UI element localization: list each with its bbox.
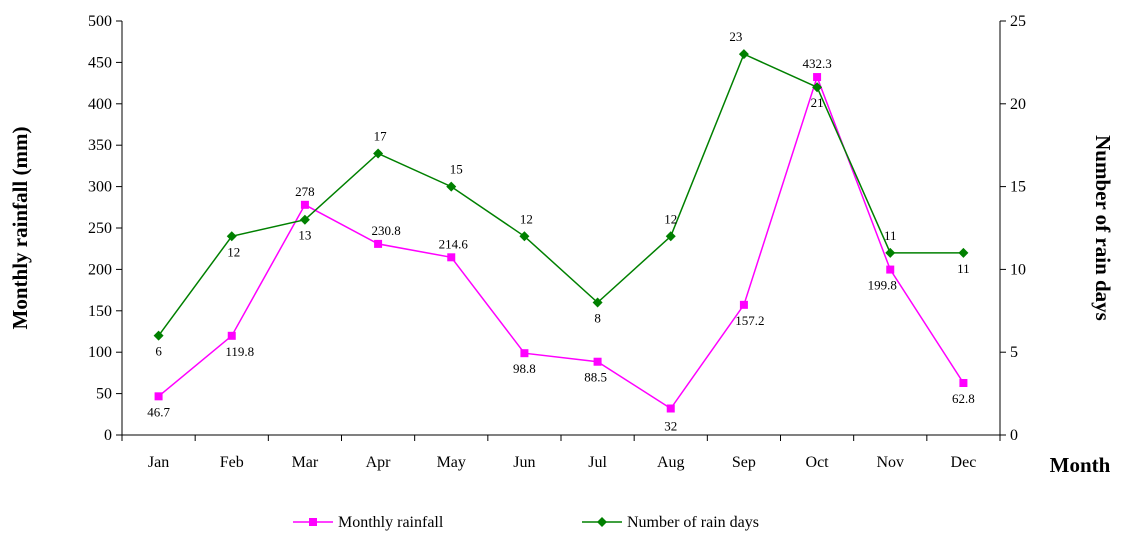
- y2-axis-title: Number of rain days: [1091, 135, 1115, 321]
- x-axis-title: Month: [1050, 453, 1111, 477]
- rainfall-data-label: 157.2: [735, 313, 764, 328]
- rainfall-point: [300, 200, 309, 209]
- rain-days-point: [885, 247, 896, 258]
- series-line-rainfall: [158, 74, 965, 410]
- rain-days-point: [446, 181, 457, 192]
- x-tick-label: Sep: [732, 454, 756, 471]
- y-tick-label: 200: [88, 261, 112, 278]
- y2-tick-label: 25: [1010, 13, 1026, 30]
- rainfall-data-label: 62.8: [952, 391, 975, 406]
- rain-days-data-label: 23: [729, 29, 742, 44]
- x-tick-label: May: [437, 454, 466, 471]
- series-line-rain-days: [157, 53, 964, 337]
- legend-label-rainfall: Monthly rainfall: [338, 514, 444, 531]
- rain-days-point: [299, 214, 310, 225]
- rainfall-data-label: 230.8: [371, 223, 400, 238]
- rain-days-data-label: 12: [227, 244, 240, 259]
- y-tick-label: 500: [88, 13, 112, 30]
- rain-days-point: [153, 330, 164, 341]
- x-tick-label: Jul: [588, 454, 607, 471]
- y2-tick-label: 5: [1010, 344, 1018, 361]
- y-tick-label: 250: [88, 220, 112, 237]
- rainfall-point: [959, 379, 968, 388]
- rainfall-data-label: 88.5: [584, 370, 607, 385]
- x-tick-label: Jun: [513, 454, 535, 471]
- x-tick-label: Dec: [951, 454, 977, 471]
- legend-item-rain-days: Number of rain days: [582, 514, 759, 531]
- y2-tick-label: 0: [1010, 427, 1018, 444]
- rainfall-point: [886, 265, 895, 274]
- rainfall-data-label: 199.8: [868, 278, 897, 293]
- y2-tick-label: 10: [1010, 261, 1026, 278]
- rainfall-data-label: 278: [295, 184, 315, 199]
- rain-days-data-label: 12: [520, 211, 533, 226]
- rainfall-point: [374, 239, 383, 248]
- rain-days-point: [812, 82, 823, 93]
- legend: Monthly rainfall Number of rain days: [293, 514, 759, 531]
- x-tick-label: Oct: [806, 454, 830, 471]
- y-tick-label: 50: [96, 386, 112, 403]
- rain-days-data-label: 6: [155, 344, 162, 359]
- rainfall-point: [447, 253, 456, 262]
- rain-days-point: [226, 231, 237, 242]
- y-tick-label: 300: [88, 179, 112, 196]
- rain-days-point: [519, 231, 530, 242]
- y2-tick-label: 15: [1010, 179, 1026, 196]
- x-tick-label: Aug: [657, 454, 685, 471]
- rain-days-data-label: 11: [957, 261, 970, 276]
- rainfall-data-label: 432.3: [802, 56, 831, 71]
- rain-days-data-label: 13: [298, 228, 311, 243]
- y-tick-label: 150: [88, 303, 112, 320]
- legend-label-rain-days: Number of rain days: [627, 514, 759, 531]
- rainfall-data-label: 214.6: [439, 236, 469, 251]
- x-tick-label: Apr: [366, 454, 392, 471]
- rain-days-point: [958, 247, 969, 258]
- rainfall-point: [593, 357, 602, 366]
- rainfall-data-label: 32: [664, 419, 677, 434]
- rain-days-data-label: 11: [884, 228, 897, 243]
- rain-days-point: [738, 49, 749, 60]
- x-tick-label: Feb: [220, 454, 244, 471]
- rainfall-point: [813, 73, 822, 82]
- rain-days-point: [665, 231, 676, 242]
- rain-days-point: [373, 148, 384, 159]
- rainfall-data-label: 46.7: [147, 404, 170, 419]
- legend-marker-rain-days: [597, 517, 607, 527]
- y-tick-label: 400: [88, 96, 112, 113]
- x-tick-label: Mar: [292, 454, 319, 471]
- rain-days-point: [592, 297, 603, 308]
- y2-tick-label: 20: [1010, 96, 1026, 113]
- legend-item-rainfall: Monthly rainfall: [293, 514, 444, 531]
- rainfall-point: [154, 392, 163, 401]
- rainfall-point: [520, 349, 529, 358]
- data-labels: 46.7 119.8 278 230.8 214.6 98.8 88.5 32 157.2 432…: [147, 29, 975, 433]
- legend-marker-rainfall: [309, 518, 317, 526]
- rainfall-data-label: 119.8: [225, 344, 254, 359]
- axes: 0 50 100 150 200 250 300 350 400 450 500 0 5 10 15 20 25…: [88, 13, 1026, 471]
- rain-days-data-label: 15: [450, 162, 463, 177]
- y-axis-title: Monthly rainfall (mm): [8, 127, 32, 330]
- rainfall-point: [666, 404, 675, 413]
- series-layer: [153, 49, 969, 413]
- y-tick-label: 350: [88, 137, 112, 154]
- rain-days-data-label: 12: [664, 211, 677, 226]
- rain-days-data-label: 17: [374, 128, 388, 143]
- x-tick-label: Jan: [148, 454, 169, 471]
- rainfall-point: [739, 300, 748, 309]
- x-tick-label: Nov: [876, 454, 904, 471]
- rainfall-point: [227, 331, 236, 340]
- rainfall-data-label: 98.8: [513, 361, 536, 376]
- rain-days-data-label: 21: [811, 95, 824, 110]
- rain-days-data-label: 8: [594, 311, 601, 326]
- y-tick-label: 0: [104, 427, 112, 444]
- y-tick-label: 100: [88, 344, 112, 361]
- y-tick-label: 450: [88, 54, 112, 71]
